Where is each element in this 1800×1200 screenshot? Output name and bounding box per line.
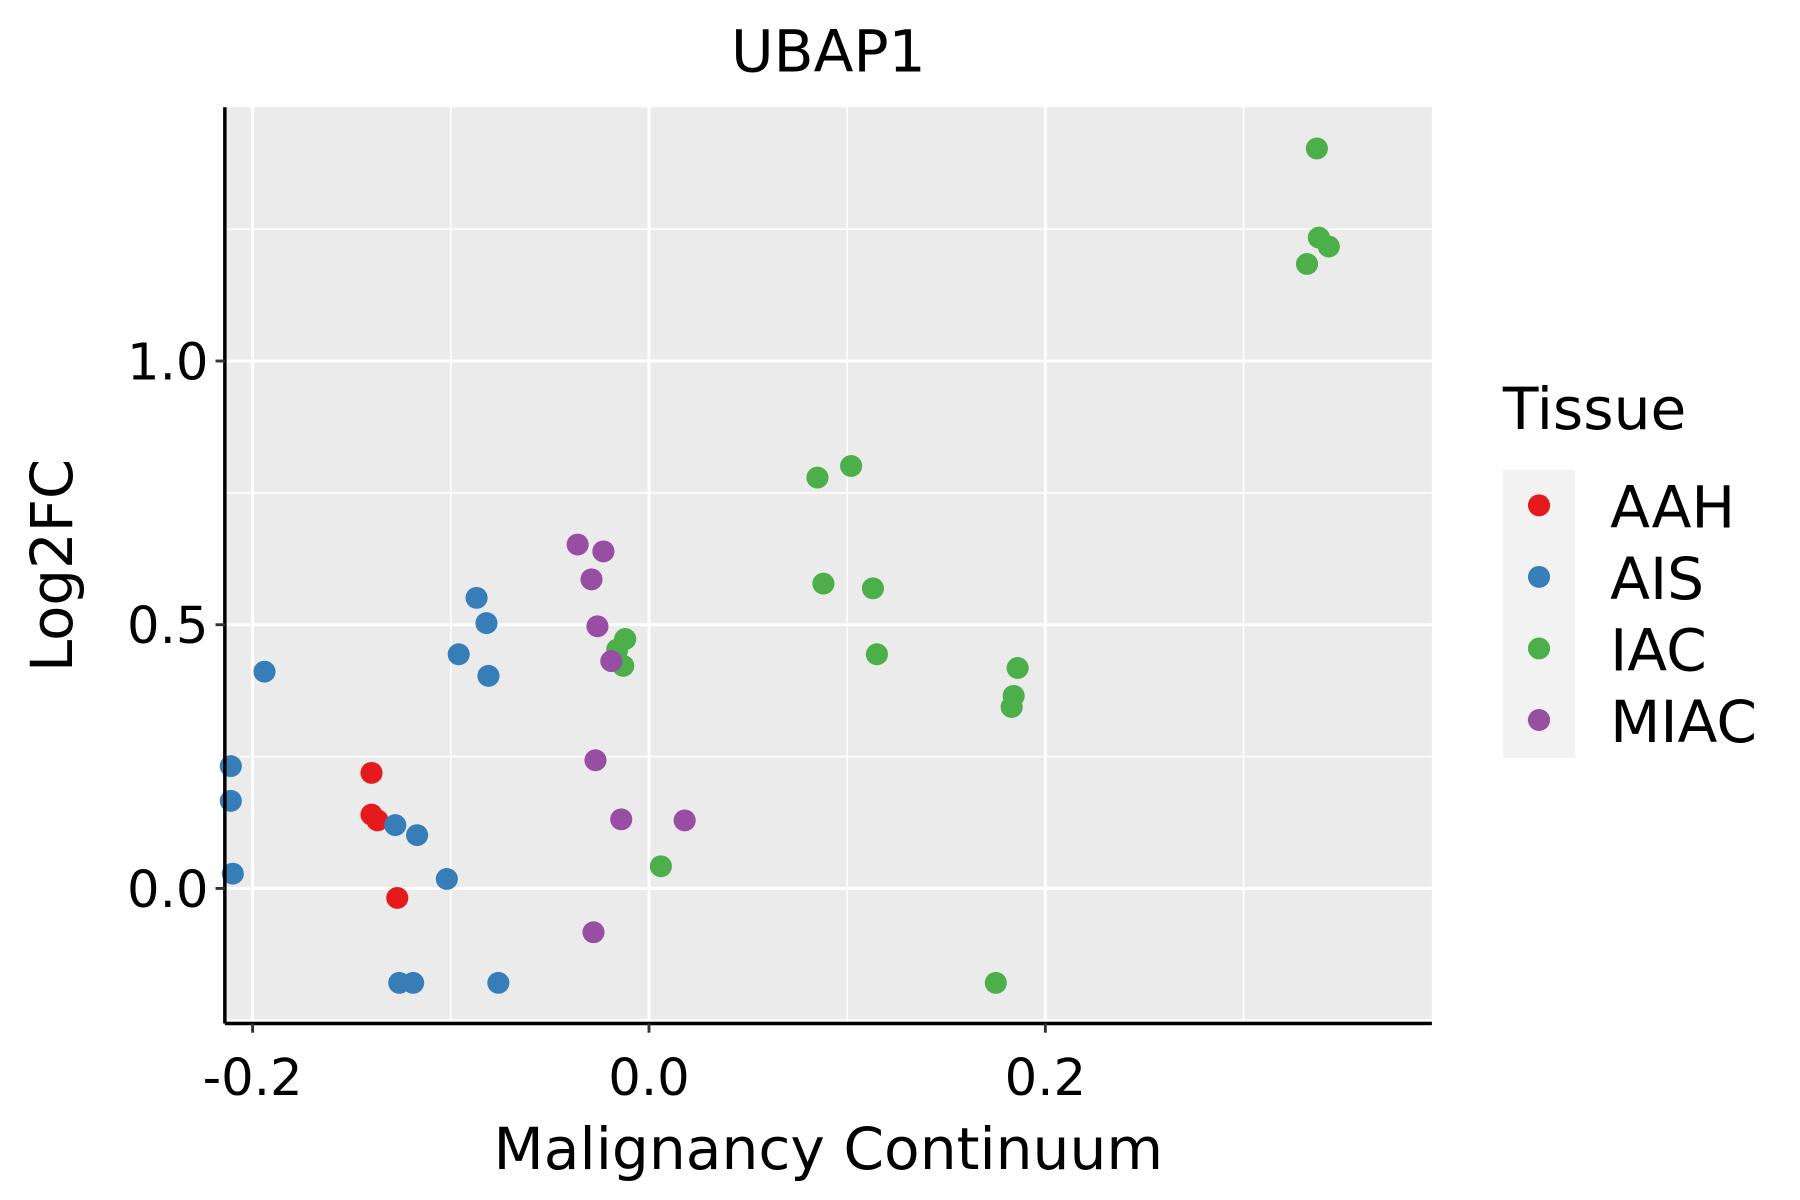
legend-label-iac: IAC	[1610, 617, 1707, 685]
data-point-miac	[592, 540, 615, 563]
legend-key-miac	[1527, 709, 1551, 731]
data-point-iac	[1295, 252, 1319, 275]
data-point-ais	[221, 862, 244, 885]
data-point-miac	[610, 808, 633, 831]
data-point-iac	[1000, 696, 1023, 718]
data-point-ais	[475, 612, 498, 635]
data-points	[219, 137, 1340, 994]
data-point-miac	[566, 533, 589, 556]
legend-label-aah: AAH	[1610, 474, 1735, 542]
data-point-ais	[477, 664, 500, 687]
data-point-ais	[384, 814, 407, 837]
data-point-miac	[582, 921, 605, 944]
data-point-ais	[402, 971, 425, 994]
data-point-ais	[219, 789, 242, 812]
data-point-ais	[465, 586, 488, 609]
y-axis-label: Log2FC	[18, 459, 86, 672]
legend-label-ais: AIS	[1610, 545, 1704, 613]
data-point-ais	[435, 867, 458, 890]
data-point-iac	[840, 455, 863, 477]
data-point-iac	[812, 572, 835, 595]
plot-panel	[224, 107, 1432, 1024]
grid-lines	[224, 107, 1432, 1024]
data-point-iac	[1006, 657, 1029, 679]
data-point-aah	[366, 809, 389, 832]
legend-label-miac: MIAC	[1610, 688, 1757, 756]
y-tick-label: 0.0	[127, 861, 209, 920]
data-point-aah	[360, 761, 383, 784]
data-point-iac	[1305, 137, 1328, 160]
data-point-ais	[219, 755, 242, 778]
legend-key-iac	[1527, 637, 1551, 660]
x-axis-label: Malignancy Continuum	[494, 1115, 1164, 1183]
x-tick-label: 0.0	[608, 1049, 690, 1108]
data-point-iac	[861, 577, 885, 600]
legend-key-aah	[1527, 494, 1551, 517]
axis-ticks: -0.2 0.0 0.2 0.0 0.5 1.0	[127, 334, 1086, 1108]
x-tick-label: -0.2	[203, 1049, 303, 1108]
legend-title: Tissue	[1502, 375, 1686, 443]
legend-key-ais	[1527, 565, 1551, 588]
data-point-miac	[600, 650, 623, 673]
data-point-iac	[1317, 235, 1340, 258]
x-tick-label: 0.2	[1005, 1049, 1087, 1108]
chart-title: UBAP1	[731, 18, 926, 86]
data-point-ais	[253, 660, 276, 683]
data-point-ais	[406, 824, 429, 847]
data-point-iac	[984, 971, 1007, 994]
data-point-miac	[584, 749, 607, 772]
data-point-aah	[386, 886, 409, 909]
y-tick-label: 0.5	[127, 597, 209, 656]
data-point-iac	[806, 466, 829, 489]
data-point-miac	[580, 568, 603, 591]
data-point-iac	[649, 855, 672, 878]
data-point-miac	[673, 809, 696, 832]
data-point-ais	[487, 971, 510, 994]
y-tick-label: 1.0	[127, 334, 209, 393]
data-point-miac	[586, 615, 609, 638]
data-point-ais	[447, 643, 470, 666]
data-point-iac	[865, 643, 888, 666]
